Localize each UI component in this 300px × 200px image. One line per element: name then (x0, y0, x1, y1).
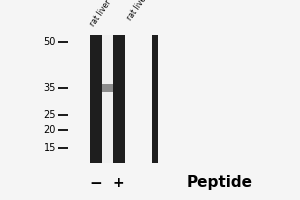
Text: 35: 35 (44, 83, 56, 93)
Text: +: + (112, 176, 124, 190)
Text: −: − (90, 176, 102, 190)
Text: rat liver: rat liver (126, 0, 150, 22)
Text: 15: 15 (44, 143, 56, 153)
Text: 25: 25 (44, 110, 56, 120)
Text: 20: 20 (44, 125, 56, 135)
Text: 50: 50 (44, 37, 56, 47)
Text: Peptide: Peptide (187, 176, 253, 190)
Text: rat liver: rat liver (88, 0, 113, 28)
